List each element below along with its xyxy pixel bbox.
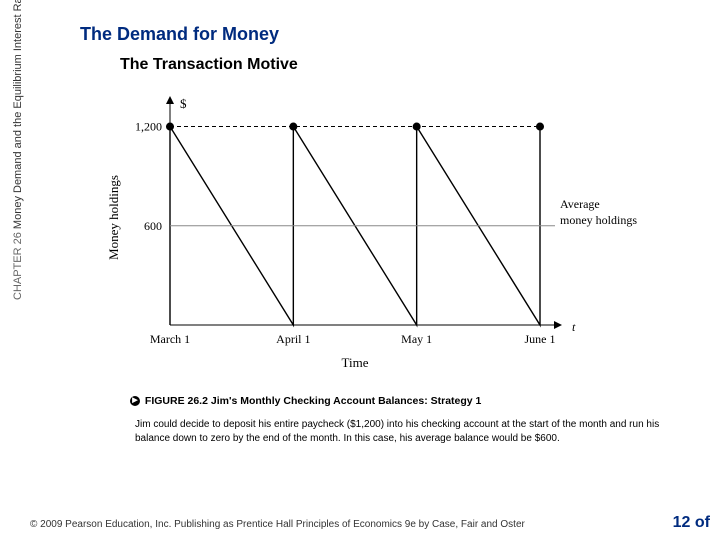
svg-text:$: $ [180,96,187,111]
svg-text:1,200: 1,200 [135,120,162,134]
page-title: The Demand for Money [80,24,279,45]
page-number: 12 of [673,514,710,532]
chapter-title: Money Demand and the Equilibrium Interes… [12,0,24,229]
svg-text:Time: Time [342,355,369,370]
svg-text:Money holdings: Money holdings [106,175,121,260]
figure-body: Jim could decide to deposit his entire p… [135,418,685,445]
svg-text:Average: Average [560,197,600,211]
svg-text:June 1: June 1 [525,332,556,346]
copyright: © 2009 Pearson Education, Inc. Publishin… [30,519,525,530]
svg-text:May 1: May 1 [401,332,432,346]
svg-text:April 1: April 1 [276,332,310,346]
svg-text:March 1: March 1 [150,332,190,346]
svg-text:t: t [572,320,576,334]
page-subtitle: The Transaction Motive [120,56,298,74]
chapter-number: CHAPTER 26 [12,232,24,300]
figure-number: FIGURE 26.2 [145,395,208,407]
bullet-icon: ▶ [130,396,140,406]
money-holdings-chart: 600 1,200 $ Money holdings March 1 April 1 May… [100,90,640,380]
figure-caption: ▶ FIGURE 26.2 Jim's Monthly Checking Acc… [130,395,481,407]
figure-title: Jim's Monthly Checking Account Balances:… [211,395,482,407]
svg-text:600: 600 [144,219,162,233]
chart-svg: 600 1,200 $ Money holdings March 1 April 1 May… [100,90,640,380]
chapter-sidebar: CHAPTER 26 Money Demand and the Equilibr… [12,0,24,300]
svg-text:money holdings: money holdings [560,213,637,227]
